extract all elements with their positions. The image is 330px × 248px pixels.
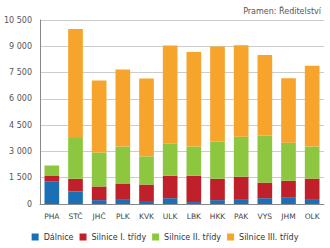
svg-text:KVK: KVK	[139, 212, 155, 221]
svg-text:OLK: OLK	[305, 212, 321, 221]
svg-text:VYS: VYS	[258, 212, 273, 221]
svg-text:1 500: 1 500	[9, 173, 32, 182]
svg-text:6 000: 6 000	[9, 94, 32, 103]
svg-text:7 500: 7 500	[9, 68, 32, 77]
svg-text:HKK: HKK	[210, 212, 227, 221]
svg-text:4 500: 4 500	[9, 121, 32, 130]
svg-text:9 000: 9 000	[9, 42, 32, 51]
svg-text:JHM: JHM	[280, 212, 295, 221]
svg-text:Silnice II. třídy: Silnice II. třídy	[164, 233, 221, 242]
svg-text:Dálnice: Dálnice	[44, 233, 74, 242]
svg-text:PAK: PAK	[234, 212, 249, 221]
svg-text:Silnice III. třídy: Silnice III. třídy	[239, 233, 299, 242]
svg-text:0: 0	[27, 200, 32, 209]
svg-text:ULK: ULK	[163, 212, 179, 221]
svg-text:PHA: PHA	[44, 212, 60, 221]
svg-text:Pramen: Ředitelství: Pramen: Ředitelství	[243, 6, 322, 16]
svg-text:LBK: LBK	[187, 212, 202, 221]
svg-text:PLK: PLK	[116, 212, 131, 221]
svg-text:JHČ: JHČ	[92, 212, 106, 221]
svg-text:Silnice I. třídy: Silnice I. třídy	[92, 233, 147, 242]
svg-text:10 500: 10 500	[4, 16, 32, 25]
svg-text:3 000: 3 000	[9, 147, 32, 156]
svg-text:STČ: STČ	[68, 212, 82, 221]
